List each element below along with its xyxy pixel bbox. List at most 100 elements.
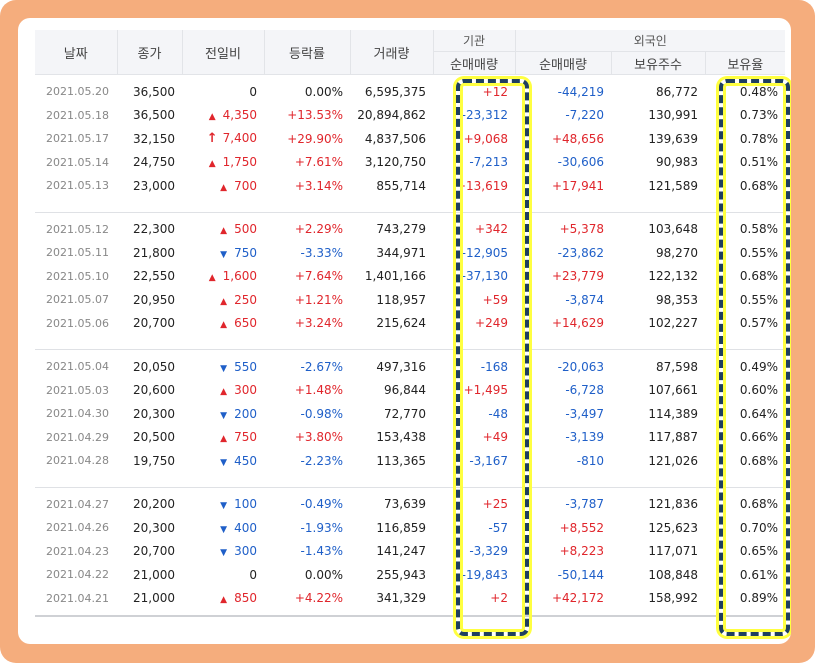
diff-value: 500 — [234, 222, 257, 237]
foreign-ratio-cell: 0.68% — [739, 453, 779, 468]
foreign-holding-cell: 108,848 — [648, 567, 698, 582]
rate-cell: +2.29% — [294, 222, 343, 237]
foreign-ratio-cell: 0.49% — [739, 359, 779, 374]
table-row: 2021.04.29 20,500 ▲ 750 +3.80% 153,438 +49 -3,1… — [35, 426, 785, 450]
rate-cell: +7.64% — [294, 269, 343, 284]
volume-cell: 153,438 — [376, 430, 426, 445]
foreign-ratio-cell: 0.51% — [739, 155, 779, 170]
foreign-holding-cell: 121,836 — [648, 497, 698, 512]
header-diff: 전일비 — [182, 30, 265, 75]
up-triangle-icon: ▲ — [208, 273, 216, 284]
close-cell: 20,950 — [133, 292, 175, 307]
institution-net-cell: +25 — [482, 497, 508, 512]
table-row: 2021.05.13 23,000 ▲ 700 +3.14% 855,714 +13,619… — [35, 174, 785, 198]
rate-cell: -1.43% — [300, 544, 343, 559]
foreign-net-cell: +14,629 — [551, 316, 604, 331]
diff-value: 850 — [234, 591, 257, 606]
volume-cell: 855,714 — [376, 178, 426, 193]
volume-cell: 215,624 — [376, 316, 426, 331]
table-row: 2021.04.27 20,200 ▼ 100 -0.49% 73,639 +25 -3,78… — [35, 487, 785, 516]
down-triangle-icon: ▼ — [220, 410, 228, 421]
foreign-holding-cell: 117,887 — [648, 430, 698, 445]
foreign-ratio-cell: 0.70% — [739, 520, 779, 535]
foreign-ratio-cell: 0.64% — [739, 406, 779, 421]
header-institution: 기관 — [433, 30, 516, 52]
table-row: 2021.05.03 20,600 ▲ 300 +1.48% 96,844 +1,495 -6… — [35, 379, 785, 403]
date-cell: 2021.05.04 — [46, 360, 109, 374]
diff-value: 1,750 — [222, 155, 257, 170]
header-date: 날짜 — [35, 30, 118, 75]
institution-net-cell: +59 — [482, 292, 508, 307]
foreign-net-cell: -50,144 — [557, 567, 604, 582]
volume-cell: 113,365 — [376, 453, 426, 468]
diff-value: 650 — [234, 316, 257, 331]
date-cell: 2021.04.27 — [46, 497, 109, 511]
table-row: 2021.05.06 20,700 ▲ 650 +3.24% 215,624 +249 +14… — [35, 312, 785, 336]
close-cell: 20,300 — [133, 520, 175, 535]
rate-cell: -2.67% — [300, 359, 343, 374]
volume-cell: 341,329 — [376, 591, 426, 606]
foreign-holding-cell: 130,991 — [648, 108, 698, 123]
foreign-ratio-cell: 0.58% — [739, 222, 779, 237]
rate-cell: +3.80% — [294, 430, 343, 445]
close-cell: 20,500 — [133, 430, 175, 445]
diff-value: 300 — [234, 544, 257, 559]
diff-value: 550 — [234, 359, 257, 374]
table-row: 2021.05.20 36,500 0 0.00% 6,595,375 +12 -44,21… — [35, 75, 785, 104]
header-volume: 거래량 — [350, 30, 434, 75]
rate-cell: +13.53% — [287, 108, 343, 123]
foreign-net-cell: -30,606 — [557, 155, 604, 170]
header-rate: 등락률 — [264, 30, 351, 75]
date-cell: 2021.04.22 — [46, 568, 109, 582]
rate-cell: +29.90% — [287, 131, 343, 146]
header-foreign-net: 순매매량 — [515, 51, 612, 75]
diff-value: 4,350 — [222, 108, 257, 123]
institution-net-cell: -3,167 — [469, 453, 508, 468]
rate-cell: +3.14% — [294, 178, 343, 193]
rate-cell: -1.93% — [300, 520, 343, 535]
diff-cell: ▼ 450 — [182, 449, 264, 473]
rate-cell: +7.61% — [294, 155, 343, 170]
up-triangle-icon: ▲ — [220, 595, 228, 606]
rate-cell: -2.23% — [300, 453, 343, 468]
up-triangle-icon: ▲ — [220, 296, 228, 307]
group-divider — [35, 472, 786, 488]
volume-cell: 255,943 — [376, 567, 426, 582]
table-body: 2021.05.20 36,500 0 0.00% 6,595,375 +12 -44,21… — [35, 75, 786, 617]
institution-net-cell: +342 — [475, 222, 508, 237]
diff-cell: ▼ 550 — [182, 350, 264, 379]
volume-cell: 73,639 — [384, 497, 426, 512]
date-cell: 2021.05.10 — [46, 269, 109, 283]
table-row: 2021.05.04 20,050 ▼ 550 -2.67% 497,316 -168 -20… — [35, 350, 785, 379]
volume-cell: 4,837,506 — [364, 131, 426, 146]
group-divider — [35, 335, 786, 350]
table-row: 2021.04.30 20,300 ▼ 200 -0.98% 72,770 -48 -3,49… — [35, 402, 785, 426]
volume-cell: 497,316 — [376, 359, 426, 374]
foreign-holding-cell: 114,389 — [648, 406, 698, 421]
foreign-ratio-cell: 0.57% — [739, 316, 779, 331]
institution-net-cell: -3,329 — [469, 544, 508, 559]
foreign-holding-cell: 98,353 — [656, 292, 698, 307]
date-cell: 2021.04.29 — [46, 430, 109, 444]
institution-net-cell: +1,495 — [463, 383, 508, 398]
rate-cell: +4.22% — [294, 591, 343, 606]
close-cell: 21,000 — [133, 567, 175, 582]
institution-net-cell: +12 — [482, 84, 508, 99]
close-cell: 20,700 — [133, 544, 175, 559]
table-row: 2021.05.12 22,300 ▲ 500 +2.29% 743,279 +342 +5,… — [35, 212, 785, 241]
diff-value: 450 — [234, 453, 257, 468]
diff-cell: ▲ 500 — [182, 212, 264, 241]
foreign-ratio-cell: 0.68% — [739, 497, 779, 512]
diff-cell: ▲ 700 — [182, 174, 264, 198]
close-cell: 20,700 — [133, 316, 175, 331]
foreign-net-cell: +17,941 — [551, 178, 604, 193]
close-cell: 23,000 — [133, 178, 175, 193]
header-foreign-holding: 보유주수 — [611, 51, 706, 75]
institution-net-cell: -37,130 — [461, 269, 508, 284]
down-triangle-icon: ▼ — [220, 457, 228, 468]
close-cell: 36,500 — [133, 84, 175, 99]
diff-value: 200 — [234, 406, 257, 421]
foreign-net-cell: +8,552 — [559, 520, 604, 535]
foreign-net-cell: +23,779 — [551, 269, 604, 284]
rate-cell: +3.24% — [294, 316, 343, 331]
